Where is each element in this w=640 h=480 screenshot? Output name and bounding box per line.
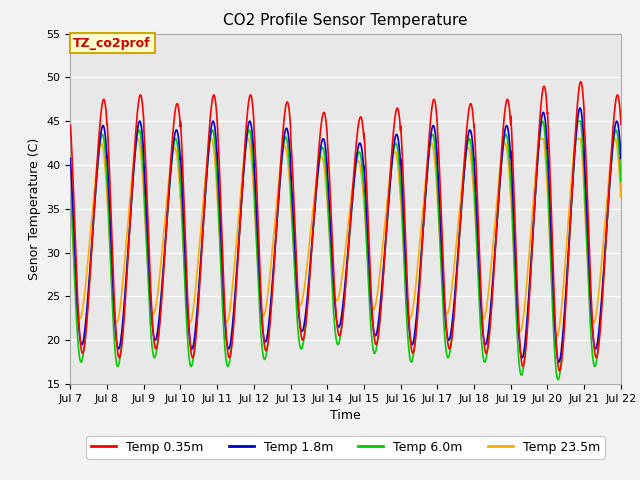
Temp 0.35m bbox=[477, 291, 485, 297]
Temp 23.5m bbox=[617, 194, 625, 200]
Line: Temp 6.0m: Temp 6.0m bbox=[70, 121, 621, 380]
Temp 0.35m bbox=[424, 145, 432, 151]
Temp 1.8m bbox=[555, 359, 563, 365]
Temp 6.0m bbox=[166, 174, 174, 180]
Title: CO2 Profile Sensor Temperature: CO2 Profile Sensor Temperature bbox=[223, 13, 468, 28]
Temp 6.0m bbox=[397, 181, 404, 187]
Temp 1.8m bbox=[519, 354, 527, 360]
Temp 23.5m bbox=[424, 152, 432, 158]
Temp 1.8m bbox=[397, 159, 404, 165]
Temp 1.8m bbox=[67, 156, 74, 161]
Temp 0.35m bbox=[67, 122, 74, 128]
Legend: Temp 0.35m, Temp 1.8m, Temp 6.0m, Temp 23.5m: Temp 0.35m, Temp 1.8m, Temp 6.0m, Temp 2… bbox=[86, 436, 605, 459]
Temp 6.0m bbox=[554, 377, 562, 383]
Temp 6.0m bbox=[477, 332, 485, 338]
Line: Temp 0.35m: Temp 0.35m bbox=[70, 82, 621, 371]
Temp 23.5m bbox=[277, 161, 285, 167]
Temp 6.0m bbox=[424, 158, 432, 164]
Temp 0.35m bbox=[556, 368, 563, 374]
Temp 0.35m bbox=[277, 160, 285, 166]
Temp 23.5m bbox=[519, 319, 527, 324]
Temp 1.8m bbox=[617, 156, 625, 161]
Temp 0.35m bbox=[166, 164, 174, 170]
Temp 23.5m bbox=[477, 305, 485, 311]
Text: TZ_co2prof: TZ_co2prof bbox=[74, 37, 151, 50]
Temp 1.8m bbox=[477, 304, 485, 310]
Temp 0.35m bbox=[617, 122, 625, 128]
Temp 6.0m bbox=[574, 118, 582, 124]
Temp 0.35m bbox=[397, 127, 404, 132]
Temp 23.5m bbox=[553, 333, 561, 339]
Temp 1.8m bbox=[424, 156, 432, 162]
Temp 6.0m bbox=[617, 179, 625, 185]
Line: Temp 1.8m: Temp 1.8m bbox=[70, 108, 621, 362]
Line: Temp 23.5m: Temp 23.5m bbox=[70, 139, 621, 336]
Temp 23.5m bbox=[67, 194, 74, 200]
Temp 1.8m bbox=[166, 172, 174, 178]
Temp 6.0m bbox=[67, 179, 74, 185]
Temp 23.5m bbox=[166, 164, 174, 170]
Temp 1.8m bbox=[277, 168, 285, 174]
Temp 1.8m bbox=[576, 105, 584, 111]
Temp 23.5m bbox=[397, 195, 404, 201]
X-axis label: Time: Time bbox=[330, 409, 361, 422]
Temp 6.0m bbox=[519, 368, 527, 373]
Temp 23.5m bbox=[535, 136, 543, 142]
Temp 0.35m bbox=[577, 79, 584, 84]
Temp 6.0m bbox=[277, 170, 285, 176]
Y-axis label: Senor Temperature (C): Senor Temperature (C) bbox=[28, 138, 41, 280]
Temp 0.35m bbox=[519, 363, 527, 369]
